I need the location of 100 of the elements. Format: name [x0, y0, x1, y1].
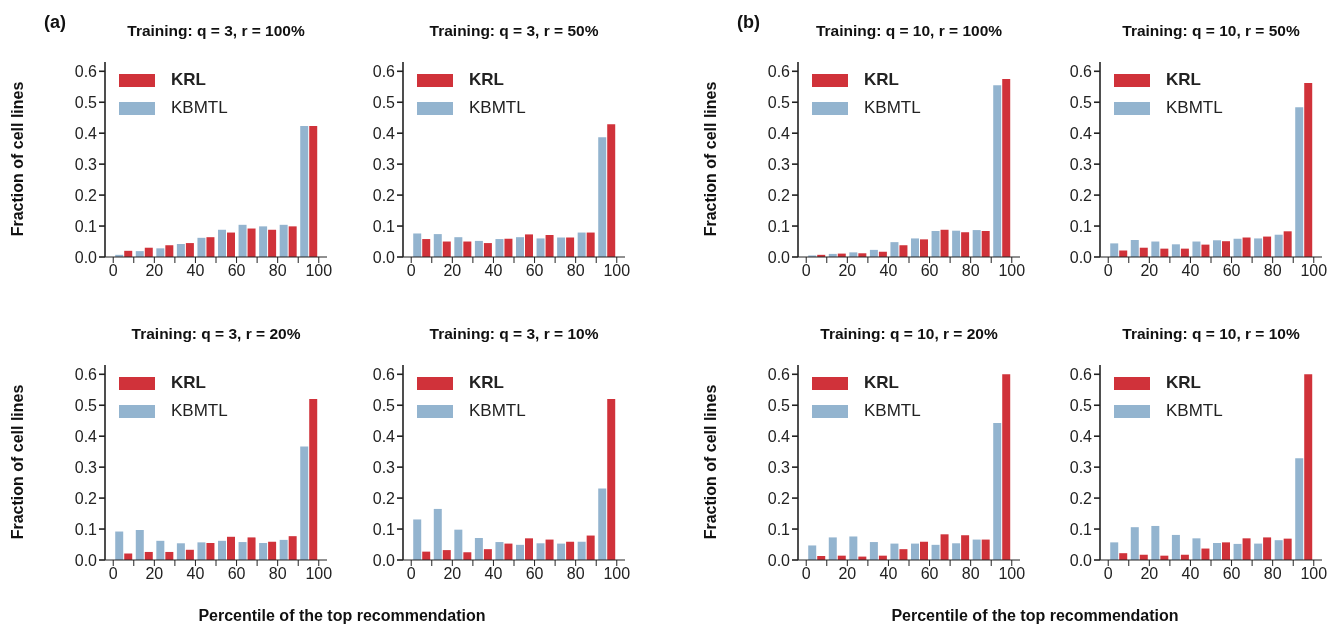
- y-tick-label: 0.2: [767, 186, 791, 204]
- y-tick-label: 0.2: [372, 489, 396, 507]
- legend-label: KBMTL: [1166, 401, 1223, 421]
- x-tick-label: 60: [227, 262, 246, 280]
- y-tick-label: 0.3: [767, 458, 791, 476]
- y-tick-label: 0.1: [1069, 217, 1093, 235]
- x-tick-label: 0: [1103, 565, 1113, 583]
- x-tick-label: 100: [603, 565, 631, 583]
- y-tick-label: 0.5: [767, 93, 791, 111]
- x-tick-label: 80: [1263, 262, 1282, 280]
- x-tick-label: 40: [1181, 565, 1200, 583]
- chart-title: Training: q = 10, r = 100%: [814, 22, 1004, 40]
- y-tick-label: 0.1: [1069, 520, 1093, 538]
- y-tick-label: 0.0: [74, 551, 98, 569]
- chart-title: Training: q = 10, r = 10%: [1121, 325, 1301, 343]
- y-tick-label: 0.4: [1069, 427, 1093, 445]
- y-tick-label: 0.6: [372, 365, 396, 383]
- y-tick-label: 0.3: [372, 155, 396, 173]
- x-tick-label: 60: [227, 565, 246, 583]
- y-axis-title: Fraction of cell lines: [9, 383, 27, 541]
- x-tick-label: 40: [879, 565, 898, 583]
- y-tick-label: 0.4: [372, 124, 396, 142]
- legend-label: KBMTL: [864, 98, 921, 118]
- x-tick-label: 80: [566, 565, 585, 583]
- x-tick-label: 20: [443, 565, 462, 583]
- chart-title: Training: q = 10, r = 50%: [1121, 22, 1301, 40]
- chart-title: Training: q = 3, r = 20%: [130, 325, 302, 343]
- y-tick-label: 0.0: [767, 248, 791, 266]
- legend-label: KRL: [1166, 70, 1201, 90]
- chart-title: Training: q = 3, r = 100%: [126, 22, 306, 40]
- y-tick-label: 0.1: [372, 217, 396, 235]
- x-tick-label: 100: [1300, 262, 1328, 280]
- x-tick-label: 40: [1181, 262, 1200, 280]
- x-tick-label: 100: [603, 262, 631, 280]
- legend-label: KRL: [864, 373, 899, 393]
- x-tick-label: 60: [1222, 565, 1241, 583]
- y-tick-label: 0.3: [372, 458, 396, 476]
- x-tick-label: 40: [186, 262, 205, 280]
- x-tick-label: 20: [443, 262, 462, 280]
- y-tick-label: 0.6: [1069, 365, 1093, 383]
- y-tick-label: 0.1: [767, 520, 791, 538]
- y-tick-label: 0.6: [1069, 62, 1093, 80]
- text: (a): [44, 12, 66, 33]
- y-tick-label: 0.2: [74, 186, 98, 204]
- x-tick-label: 40: [879, 262, 898, 280]
- x-tick-label: 20: [1140, 262, 1159, 280]
- x-tick-label: 100: [305, 262, 333, 280]
- x-axis-title: Percentile of the top recommendation: [890, 607, 1180, 625]
- legend-label: KRL: [171, 70, 206, 90]
- y-tick-label: 0.6: [767, 365, 791, 383]
- y-tick-label: 0.5: [74, 396, 98, 414]
- y-tick-label: 0.0: [1069, 248, 1093, 266]
- y-tick-label: 0.2: [1069, 186, 1093, 204]
- x-tick-label: 0: [1103, 262, 1113, 280]
- y-tick-label: 0.2: [372, 186, 396, 204]
- x-tick-label: 60: [525, 565, 544, 583]
- y-tick-label: 0.1: [767, 217, 791, 235]
- y-tick-label: 0.4: [1069, 124, 1093, 142]
- legend-label: KBMTL: [469, 401, 526, 421]
- x-tick-label: 20: [838, 565, 857, 583]
- x-tick-label: 60: [920, 262, 939, 280]
- y-tick-label: 0.1: [74, 520, 98, 538]
- text: (b): [737, 12, 760, 33]
- legend-label: KRL: [171, 373, 206, 393]
- x-tick-label: 100: [998, 262, 1026, 280]
- y-tick-label: 0.4: [74, 124, 98, 142]
- x-axis-title: Percentile of the top recommendation: [197, 607, 487, 625]
- y-tick-label: 0.1: [372, 520, 396, 538]
- legend-label: KBMTL: [171, 98, 228, 118]
- legend-label: KRL: [469, 373, 504, 393]
- legend-label: KBMTL: [469, 98, 526, 118]
- y-tick-label: 0.4: [74, 427, 98, 445]
- y-tick-label: 0.5: [372, 396, 396, 414]
- legend-label: KBMTL: [1166, 98, 1223, 118]
- x-tick-label: 0: [801, 262, 811, 280]
- x-tick-label: 40: [484, 565, 503, 583]
- x-tick-label: 100: [1300, 565, 1328, 583]
- x-tick-label: 60: [525, 262, 544, 280]
- y-tick-label: 0.5: [1069, 396, 1093, 414]
- y-tick-label: 0.4: [767, 124, 791, 142]
- y-tick-label: 0.3: [74, 458, 98, 476]
- legend-label: KRL: [469, 70, 504, 90]
- y-tick-label: 0.0: [1069, 551, 1093, 569]
- y-tick-label: 0.3: [767, 155, 791, 173]
- x-tick-label: 0: [406, 565, 416, 583]
- y-tick-label: 0.5: [767, 396, 791, 414]
- y-tick-label: 0.0: [372, 248, 396, 266]
- x-tick-label: 20: [1140, 565, 1159, 583]
- y-tick-label: 0.4: [372, 427, 396, 445]
- x-tick-label: 0: [406, 262, 416, 280]
- y-tick-label: 0.2: [1069, 489, 1093, 507]
- y-tick-label: 0.0: [767, 551, 791, 569]
- x-tick-label: 80: [268, 565, 287, 583]
- y-tick-label: 0.5: [372, 93, 396, 111]
- x-tick-label: 80: [961, 565, 980, 583]
- chart-title: Training: q = 3, r = 10%: [428, 325, 600, 343]
- y-tick-label: 0.6: [74, 62, 98, 80]
- x-tick-label: 0: [108, 262, 118, 280]
- y-tick-label: 0.5: [74, 93, 98, 111]
- y-tick-label: 0.1: [74, 217, 98, 235]
